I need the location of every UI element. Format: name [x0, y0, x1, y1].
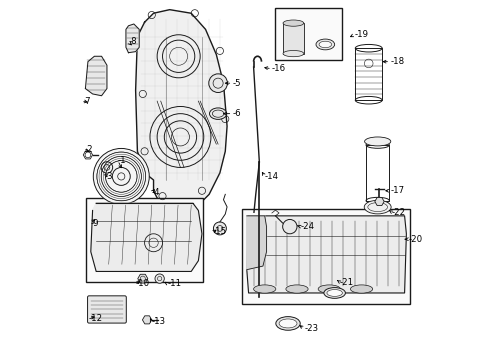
Text: -11: -11	[168, 279, 182, 288]
Text: -7: -7	[83, 96, 92, 105]
Text: -16: -16	[272, 64, 286, 73]
Text: -4: -4	[152, 188, 160, 197]
Circle shape	[214, 222, 226, 235]
Polygon shape	[375, 198, 384, 206]
Text: -21: -21	[340, 278, 354, 287]
FancyBboxPatch shape	[283, 23, 304, 54]
Text: -18: -18	[390, 57, 404, 66]
Text: -14: -14	[265, 172, 279, 181]
Polygon shape	[138, 274, 148, 283]
Ellipse shape	[365, 137, 391, 146]
Ellipse shape	[283, 50, 304, 57]
FancyBboxPatch shape	[87, 198, 203, 282]
Polygon shape	[91, 203, 202, 271]
Ellipse shape	[318, 285, 341, 293]
Text: -3: -3	[104, 172, 113, 181]
Ellipse shape	[254, 285, 276, 293]
Polygon shape	[85, 56, 107, 96]
FancyBboxPatch shape	[88, 296, 126, 323]
Circle shape	[93, 148, 149, 204]
Text: -8: -8	[128, 37, 137, 46]
Text: -2: -2	[84, 145, 93, 154]
Text: -23: -23	[304, 324, 319, 333]
Text: -19: -19	[354, 30, 368, 39]
FancyBboxPatch shape	[275, 8, 342, 60]
Ellipse shape	[319, 41, 332, 48]
Text: -6: -6	[232, 109, 241, 118]
Ellipse shape	[286, 285, 308, 293]
Polygon shape	[247, 216, 406, 293]
Text: -1: -1	[118, 156, 126, 165]
Text: -24: -24	[300, 222, 315, 231]
Text: -12: -12	[89, 314, 103, 323]
Text: -13: -13	[152, 317, 166, 326]
Text: -22: -22	[392, 208, 406, 217]
Circle shape	[209, 74, 227, 93]
Text: -20: -20	[408, 235, 422, 244]
Text: -10: -10	[136, 279, 150, 288]
Polygon shape	[143, 316, 152, 324]
Ellipse shape	[364, 200, 391, 214]
Polygon shape	[136, 10, 227, 209]
Ellipse shape	[350, 285, 373, 293]
Ellipse shape	[276, 317, 300, 330]
Text: -9: -9	[90, 219, 98, 228]
Text: -17: -17	[390, 186, 404, 195]
Text: -5: -5	[232, 79, 241, 88]
Ellipse shape	[316, 39, 335, 50]
Polygon shape	[247, 216, 267, 270]
Polygon shape	[126, 24, 139, 53]
Text: -15: -15	[213, 228, 227, 237]
FancyBboxPatch shape	[243, 209, 410, 304]
Ellipse shape	[327, 289, 343, 296]
Ellipse shape	[283, 20, 304, 26]
Circle shape	[155, 274, 164, 283]
Ellipse shape	[279, 319, 297, 328]
Ellipse shape	[210, 108, 227, 120]
Ellipse shape	[324, 288, 345, 298]
Circle shape	[283, 220, 297, 234]
